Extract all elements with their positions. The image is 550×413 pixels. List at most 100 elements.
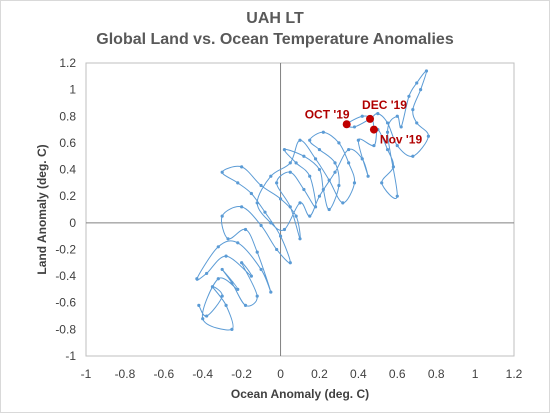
- y-tick-label: 1.2: [59, 56, 76, 70]
- data-point: [372, 143, 376, 148]
- data-point: [263, 210, 267, 214]
- x-tick-label: 0: [277, 367, 284, 381]
- data-point: [366, 174, 370, 178]
- data-point: [278, 197, 283, 201]
- data-point: [278, 234, 283, 238]
- data-point: [201, 317, 205, 321]
- data-point: [216, 245, 220, 249]
- data-point: [308, 138, 312, 142]
- x-tick-label: 0.8: [428, 367, 445, 381]
- data-point: [415, 81, 419, 85]
- data-point: [294, 214, 298, 218]
- data-point: [360, 157, 364, 161]
- y-tick-label: -0.8: [55, 322, 76, 336]
- data-point: [321, 187, 325, 192]
- y-tick-label: 0: [69, 216, 76, 230]
- data-point: [302, 154, 306, 158]
- data-point: [220, 170, 224, 174]
- data-point: [395, 143, 399, 148]
- data-point: [376, 112, 380, 116]
- data-point: [269, 221, 273, 225]
- data-point: [337, 183, 341, 188]
- x-tick-label: -0.2: [231, 367, 252, 381]
- data-point: [205, 271, 209, 276]
- data-point: [224, 303, 228, 307]
- data-point: [205, 314, 209, 318]
- data-point: [236, 287, 240, 292]
- data-point: [220, 294, 224, 298]
- data-point: [352, 125, 357, 129]
- x-tick-label: 0.4: [350, 367, 367, 381]
- data-point: [288, 170, 292, 174]
- x-tick-label: 0.2: [311, 367, 328, 381]
- data-point: [333, 170, 337, 174]
- y-tick-label: 1: [69, 83, 76, 97]
- data-point: [243, 227, 248, 232]
- y-tick-labels: -1 -0.8 -0.6 -0.4 -0.2 0 0.2 0.4 0.6 0.8 1 1.2: [55, 56, 76, 363]
- data-point: [385, 121, 390, 125]
- data-point: [224, 254, 228, 258]
- data-point: [313, 157, 318, 161]
- data-point: [411, 108, 415, 112]
- data-point: [288, 261, 292, 265]
- data-point: [236, 181, 240, 185]
- plot-border: [85, 62, 515, 357]
- data-point: [298, 138, 302, 142]
- data-point: [197, 303, 201, 307]
- data-point: [395, 114, 399, 118]
- y-tick-label: -0.4: [55, 269, 76, 283]
- y-tick-label: -0.2: [55, 242, 76, 256]
- x-tick-label: 0.6: [389, 367, 406, 381]
- data-point: [255, 250, 259, 254]
- data-point: [380, 181, 384, 185]
- data-point: [240, 165, 244, 169]
- data-point: [341, 201, 345, 205]
- data-point: [275, 181, 279, 185]
- data-point: [240, 261, 244, 265]
- data-point: [391, 165, 395, 169]
- data-point: [255, 294, 259, 298]
- data-point: [317, 167, 322, 172]
- data-point: [210, 285, 215, 289]
- highlight-points: OCT '19 DEC '19 Nov '19: [305, 98, 423, 147]
- data-point: [226, 237, 230, 241]
- data-point: [282, 147, 287, 152]
- data-point: [333, 161, 337, 165]
- data-point: [298, 201, 302, 205]
- data-point: [385, 130, 390, 134]
- data-point: [249, 274, 253, 278]
- data-point: [360, 114, 364, 118]
- zero-lines: [86, 63, 514, 356]
- data-point: [352, 181, 357, 185]
- data-point: [275, 247, 279, 252]
- data-point: [259, 267, 263, 272]
- data-point: [308, 174, 312, 178]
- x-tick-label: 1.2: [506, 367, 523, 381]
- data-point: [395, 194, 399, 198]
- x-tick-label: -0.6: [153, 367, 174, 381]
- data-point: [385, 147, 390, 152]
- series-points: [195, 69, 430, 331]
- x-tick-label: -0.4: [192, 367, 213, 381]
- data-point: [216, 277, 220, 281]
- data-point: [321, 130, 325, 134]
- data-point: [347, 161, 351, 165]
- highlight-point: [342, 120, 351, 129]
- data-point: [259, 183, 263, 188]
- data-point: [220, 214, 224, 218]
- annotation-label: OCT '19: [305, 107, 350, 121]
- data-point: [317, 194, 322, 198]
- plot-area: [85, 62, 515, 357]
- y-tick-label: 0.8: [59, 109, 76, 123]
- data-point: [249, 191, 253, 196]
- data-point: [313, 205, 318, 209]
- data-point: [298, 237, 302, 241]
- x-tick-labels: -1 -0.8 -0.6 -0.4 -0.2 0 0.2 0.4 0.6 0.8 1 1.2: [81, 367, 523, 381]
- data-point: [288, 161, 292, 165]
- x-axis-label: Ocean Anomaly (deg. C): [231, 387, 369, 401]
- chart-title: UAH LT: [246, 10, 304, 27]
- data-point: [236, 241, 240, 245]
- data-point: [259, 223, 263, 228]
